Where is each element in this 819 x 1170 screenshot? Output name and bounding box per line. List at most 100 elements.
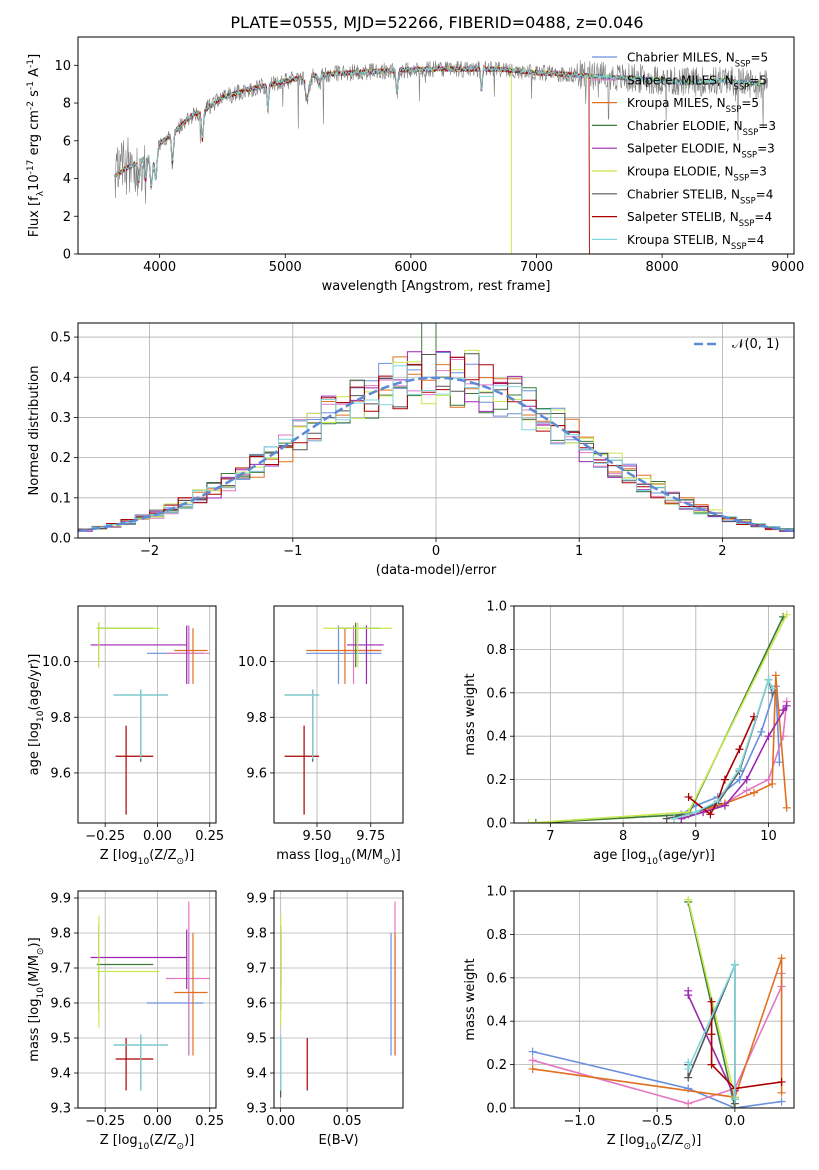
text-run: 10 — [645, 1142, 657, 1152]
x-tick-label: 0.25 — [195, 1114, 224, 1129]
y-tick-label: 9.3 — [50, 1102, 71, 1117]
mass-vs-reddening-panel: 0.00 0.05 9.3 9.4 9.5 9.6 9.7 9.8 9.9 E(B-V) — [246, 890, 404, 1148]
text-run: (Z/Z — [656, 1133, 683, 1148]
text-run: =5 — [741, 96, 759, 110]
weight-marker-chabrier-miles — [528, 1047, 537, 1056]
weight-marker-salpeter-elodie — [779, 706, 788, 715]
text-run: Kroupa ELODIE, N — [627, 165, 734, 179]
legend-label-kroupa-miles: Kroupa MILES, NSSP=5 — [627, 96, 759, 114]
text-run: 10 — [36, 710, 46, 722]
plot-area — [284, 622, 393, 815]
weight-marker-kroupa-stelib — [730, 1095, 739, 1104]
weight-marker-salpeter-elodie — [742, 775, 751, 784]
weight-marker-kroupa-stelib — [670, 814, 678, 823]
legend-label-kroupa-stelib: Kroupa STELIB, NSSP=4 — [627, 233, 764, 251]
x-axis-label: wavelength [Angstrom, rest frame] — [322, 279, 551, 294]
text-run: mass weight — [463, 673, 478, 755]
weight-marker-salpeter-stelib — [720, 775, 729, 784]
text-run: SSP — [726, 104, 742, 114]
weight-marker-salpeter-miles — [764, 775, 773, 784]
y-tick-label: 0.8 — [486, 643, 507, 658]
legend-label-chabrier-elodie: Chabrier ELODIE, NSSP=3 — [627, 119, 776, 137]
y-tick-label: 0.2 — [50, 451, 71, 466]
weight-marker-kroupa-miles — [768, 779, 777, 788]
y-axis-label: age [log10(age/yr)] — [27, 654, 46, 776]
legend-label-salpeter-miles: Salpeter MILES, NSSP=5 — [627, 73, 767, 91]
x-tick-label: 4000 — [143, 260, 176, 275]
y-tick-label: 8 — [63, 97, 71, 112]
y-tick-label: 9.7 — [50, 962, 71, 977]
weight-marker-salpeter-miles — [742, 786, 751, 795]
y-tick-label: 0.6 — [486, 971, 507, 986]
weight-marker-salpeter-elodie — [720, 801, 729, 810]
y-tick-label: 9.9 — [246, 892, 267, 907]
text-run: SSP — [741, 150, 757, 160]
x-tick-label: −0.25 — [85, 1114, 125, 1129]
text-run: 10 — [36, 987, 46, 999]
text-run: (Z/Z — [149, 848, 176, 863]
weight-marker-salpeter-stelib — [777, 1077, 786, 1086]
weight-marker-chabrier-elodie — [531, 819, 540, 823]
text-run: =5 — [750, 51, 768, 65]
legend-label-kroupa-elodie: Kroupa ELODIE, NSSP=3 — [627, 165, 767, 183]
y-tick-label: 10 — [54, 59, 71, 74]
text-run: )] — [691, 1133, 701, 1148]
text-run: Chabrier ELODIE, N — [627, 119, 743, 133]
plot-area — [114, 60, 768, 254]
plot-area — [90, 622, 210, 815]
text-run: =3 — [757, 142, 775, 156]
y-tick-label: 0 — [63, 248, 71, 263]
x-tick-label: 6000 — [394, 260, 427, 275]
age-vs-metallicity-panel: −0.25 0.00 0.259.69.810.0Z [log10(Z/Z⊙)]ag… — [27, 605, 224, 867]
axes-frame — [513, 890, 795, 1109]
legend-label-chabrier-miles: Chabrier MILES, NSSP=5 — [627, 51, 768, 69]
y-tick-label: 9.5 — [246, 1032, 267, 1047]
text-run: Kroupa STELIB, N — [627, 233, 731, 247]
text-run: A — [27, 68, 42, 81]
y-tick-label: 9.8 — [50, 711, 71, 726]
axes-frame — [77, 36, 795, 255]
residual-histogram-panel: −2 −1 0 1 2 0.0 0.1 0.2 0.3 0.4 0.5 (data-model)/er… — [27, 322, 795, 578]
text-run: (M/M — [351, 848, 383, 863]
x-tick-label: 2 — [718, 544, 726, 559]
text-run: 10 — [27, 174, 42, 191]
residual-legend: 𝒩(0, 1) — [694, 337, 779, 352]
text-run: -1 — [26, 59, 36, 68]
weight-marker-kroupa-miles — [777, 954, 786, 963]
weight-marker-salpeter-elodie — [764, 732, 773, 741]
text-run: 10 — [138, 857, 150, 867]
x-tick-label: −2 — [140, 544, 159, 559]
y-tick-label: 4 — [63, 172, 71, 187]
x-tick-label: 0.00 — [266, 1114, 295, 1129]
x-axis-label: Z [log10(Z/Z⊙)] — [607, 1133, 702, 1152]
weight-marker-chabrier-miles — [735, 775, 744, 784]
y-axis-label: mass [log10(M/M⊙)] — [27, 937, 46, 1061]
text-run: =4 — [754, 210, 772, 224]
y-tick-label: 0.8 — [486, 928, 507, 943]
weight-marker-kroupa-stelib — [764, 675, 773, 684]
text-run: Kroupa MILES, N — [627, 96, 726, 110]
text-run: (age/yr)] — [658, 848, 715, 863]
text-run: SSP — [740, 195, 756, 205]
y-tick-label: 9.7 — [246, 962, 267, 977]
y-tick-label: 0.0 — [486, 817, 507, 832]
x-tick-label: 0.00 — [143, 1114, 172, 1129]
y-tick-label: 2 — [63, 210, 71, 225]
x-tick-label: 0.00 — [143, 829, 172, 844]
x-tick-label: 7000 — [520, 260, 553, 275]
text-run: (M/M — [27, 955, 42, 987]
x-tick-label: 5000 — [269, 260, 302, 275]
text-run: Z [log — [100, 1133, 138, 1148]
text-run: )] — [184, 1133, 194, 1148]
text-run: SSP — [735, 59, 751, 69]
x-axis-label: age [log10(age/yr)] — [593, 848, 715, 867]
legend-label-chabrier-stelib: Chabrier STELIB, NSSP=4 — [627, 187, 773, 205]
weight-marker-salpeter-stelib — [707, 1030, 716, 1039]
weight-marker-salpeter-stelib — [735, 745, 744, 754]
weight-marker-kroupa-stelib — [730, 960, 739, 969]
text-run: λ — [36, 190, 46, 196]
plot-area — [90, 901, 210, 1091]
y-tick-label: 9.6 — [246, 997, 267, 1012]
text-run: ⊙ — [177, 1142, 185, 1152]
x-tick-label: 9 — [692, 829, 700, 844]
